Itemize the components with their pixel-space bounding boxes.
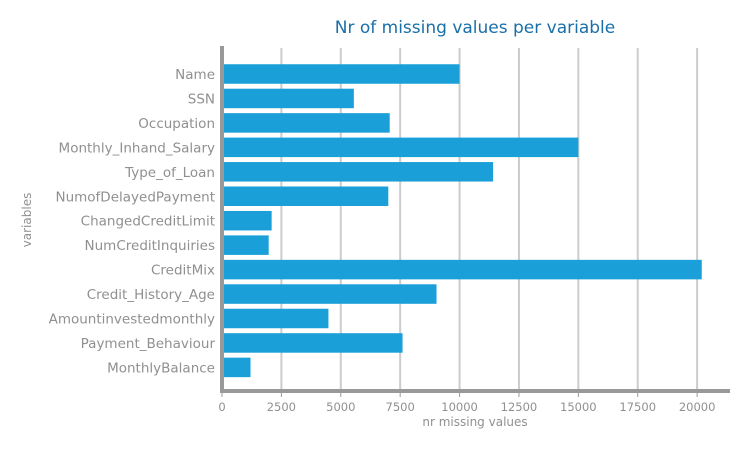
- y-tick-label: Type_of_Loan: [124, 165, 215, 181]
- x-tick-label: 0: [218, 400, 225, 414]
- bar: [222, 64, 460, 84]
- x-tick-label: 15000: [560, 400, 597, 414]
- y-tick-label: ChangedCreditLimit: [81, 214, 215, 230]
- y-tick-label: Monthly_Inhand_Salary: [59, 140, 215, 156]
- y-tick-label: Name: [175, 67, 215, 83]
- x-tick-label: 2500: [267, 400, 296, 414]
- bar: [222, 284, 437, 304]
- y-axis-label: variables: [20, 192, 34, 248]
- bar: [222, 113, 390, 133]
- bar: [222, 259, 702, 280]
- bar: [222, 357, 251, 378]
- bar: [222, 186, 389, 206]
- x-tick-label: 5000: [326, 400, 355, 414]
- x-tick-label: 20000: [679, 400, 716, 414]
- bar: [222, 88, 354, 109]
- y-tick-label: MonthlyBalance: [107, 360, 215, 376]
- y-tick-label: SSN: [188, 91, 215, 107]
- chart-title: Nr of missing values per variable: [334, 18, 616, 38]
- y-tick-label: NumofDelayedPayment: [55, 189, 215, 205]
- y-tick-label: Occupation: [138, 116, 215, 132]
- x-tick-label: 12500: [501, 400, 538, 414]
- y-tick-label: NumCreditInquiries: [85, 238, 215, 254]
- bar: [222, 210, 272, 231]
- bar: [222, 235, 269, 255]
- y-tick-label: Amountinvestedmonthly: [49, 312, 215, 328]
- y-tick-label: Credit_History_Age: [87, 287, 215, 303]
- bar: [222, 137, 579, 158]
- y-tick-label: Payment_Behaviour: [81, 336, 216, 352]
- x-axis-label: nr missing values: [422, 415, 528, 429]
- x-tick-label: 17500: [619, 400, 656, 414]
- bar: [222, 333, 403, 353]
- x-tick-label: 7500: [386, 400, 415, 414]
- y-tick-label: CreditMix: [151, 263, 215, 279]
- x-tick-label: 10000: [441, 400, 478, 414]
- bar: [222, 308, 329, 329]
- bar: [222, 162, 494, 182]
